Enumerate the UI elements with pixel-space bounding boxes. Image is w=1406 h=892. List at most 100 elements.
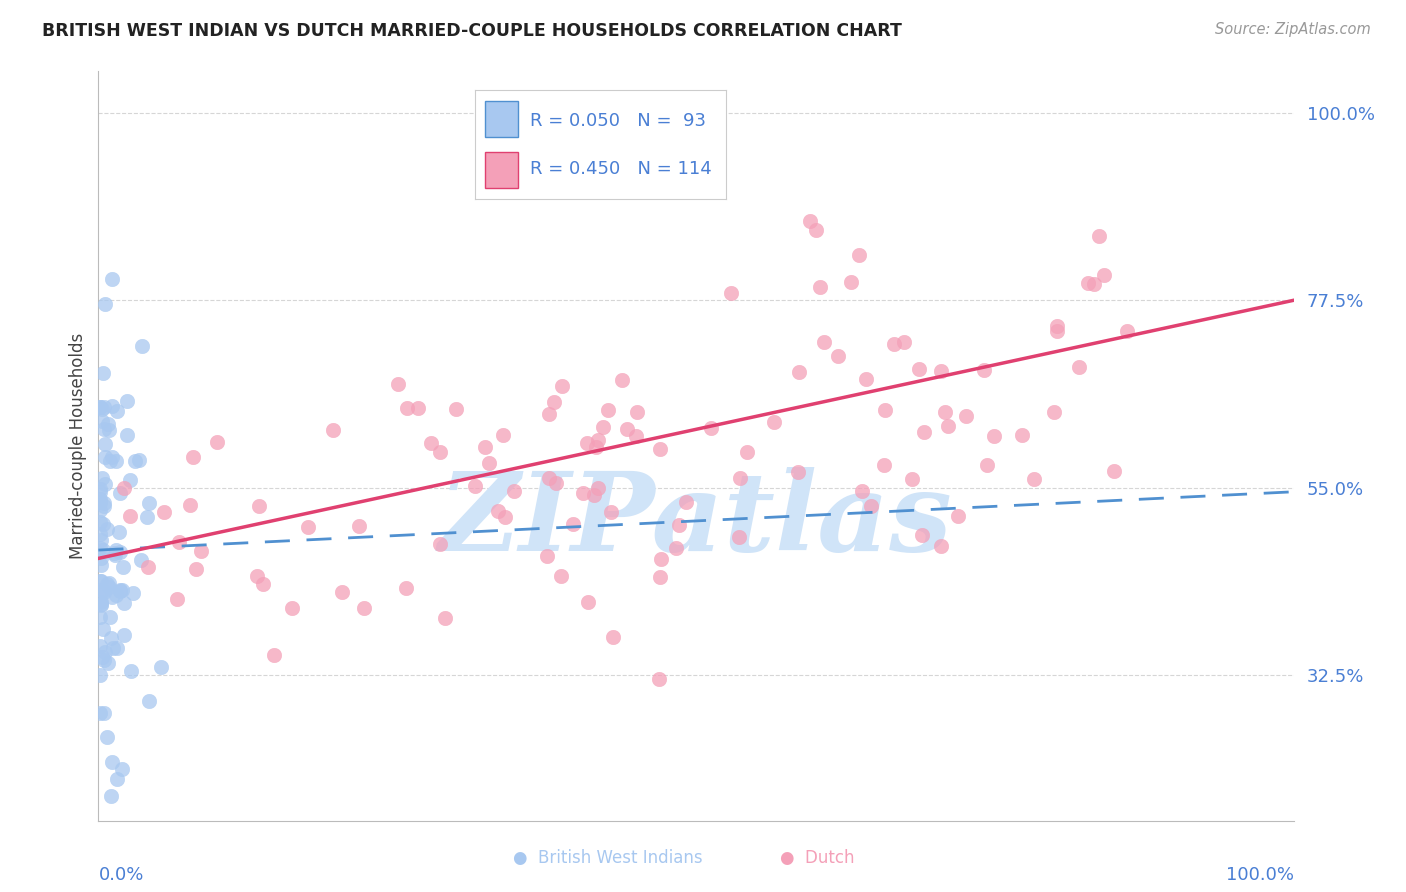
Point — [108, 545, 131, 559]
Point — [166, 592, 188, 607]
Point — [650, 552, 672, 566]
Point — [90, 574, 112, 589]
Point — [90, 595, 112, 609]
Point — [911, 528, 934, 542]
Point — [111, 762, 134, 776]
Point — [89, 485, 111, 500]
Point — [675, 495, 697, 509]
Point — [429, 445, 451, 459]
Point — [464, 479, 486, 493]
Point — [93, 584, 115, 599]
Point — [93, 653, 115, 667]
Point — [1116, 324, 1139, 338]
Point — [901, 472, 924, 486]
Point — [105, 404, 128, 418]
Point — [763, 415, 786, 429]
Y-axis label: Married-couple Households: Married-couple Households — [69, 333, 87, 559]
Point — [330, 585, 353, 599]
Point — [474, 440, 496, 454]
Point — [90, 582, 112, 597]
Point — [810, 280, 832, 294]
Point — [93, 400, 115, 414]
Point — [602, 631, 624, 645]
Point — [728, 471, 751, 485]
Point — [117, 428, 139, 442]
Point — [883, 337, 905, 351]
Point — [104, 548, 127, 562]
Point — [105, 543, 128, 558]
Point — [347, 519, 370, 533]
Point — [136, 560, 159, 574]
Point — [893, 334, 915, 349]
Point — [135, 509, 157, 524]
Point — [103, 546, 125, 560]
Text: ●  Dutch: ● Dutch — [780, 849, 855, 867]
Text: Source: ZipAtlas.com: Source: ZipAtlas.com — [1215, 22, 1371, 37]
Point — [101, 640, 124, 655]
Point — [98, 453, 121, 467]
Point — [938, 419, 960, 434]
Point — [94, 297, 117, 311]
Point — [789, 365, 811, 379]
Point — [93, 516, 115, 531]
Point — [89, 541, 111, 555]
Point — [1069, 360, 1091, 375]
Point — [281, 600, 304, 615]
Point — [1046, 324, 1069, 338]
Point — [536, 549, 558, 564]
Point — [583, 488, 606, 502]
Point — [610, 373, 633, 387]
Point — [93, 585, 115, 599]
Point — [169, 535, 191, 549]
Point — [97, 580, 120, 594]
Point — [91, 542, 114, 557]
Point — [700, 421, 723, 435]
Point — [100, 450, 122, 464]
Point — [1043, 405, 1066, 419]
Point — [929, 364, 952, 378]
Point — [112, 481, 135, 495]
Point — [111, 560, 134, 574]
Point — [138, 496, 160, 510]
Point — [537, 407, 560, 421]
Point — [90, 401, 112, 416]
Point — [1076, 276, 1098, 290]
Point — [108, 486, 131, 500]
Point — [90, 597, 112, 611]
Point — [94, 645, 117, 659]
Point — [550, 568, 572, 582]
Point — [665, 541, 688, 556]
Point — [585, 440, 607, 454]
Point — [434, 611, 457, 625]
Point — [983, 429, 1005, 443]
Point — [353, 600, 375, 615]
Point — [668, 518, 690, 533]
Point — [105, 772, 128, 786]
Point — [626, 404, 648, 418]
Point — [94, 450, 117, 465]
Point — [1088, 228, 1111, 243]
Point — [90, 550, 112, 565]
Point — [89, 515, 111, 529]
Point — [1083, 277, 1105, 291]
Point — [90, 471, 112, 485]
Point — [89, 706, 111, 720]
Point — [486, 504, 509, 518]
Point — [89, 610, 111, 624]
Text: BRITISH WEST INDIAN VS DUTCH MARRIED-COUPLE HOUSEHOLDS CORRELATION CHART: BRITISH WEST INDIAN VS DUTCH MARRIED-COU… — [42, 22, 903, 40]
Point — [97, 576, 120, 591]
Point — [112, 596, 135, 610]
Point — [263, 648, 285, 662]
Point — [91, 622, 114, 636]
Point — [648, 672, 671, 686]
Point — [395, 582, 418, 596]
Point — [1102, 464, 1125, 478]
Point — [1046, 318, 1069, 333]
Point — [543, 395, 565, 409]
Point — [89, 574, 111, 589]
Point — [537, 471, 560, 485]
Point — [89, 668, 111, 682]
Point — [624, 429, 647, 443]
Point — [813, 334, 835, 349]
Point — [105, 640, 128, 655]
